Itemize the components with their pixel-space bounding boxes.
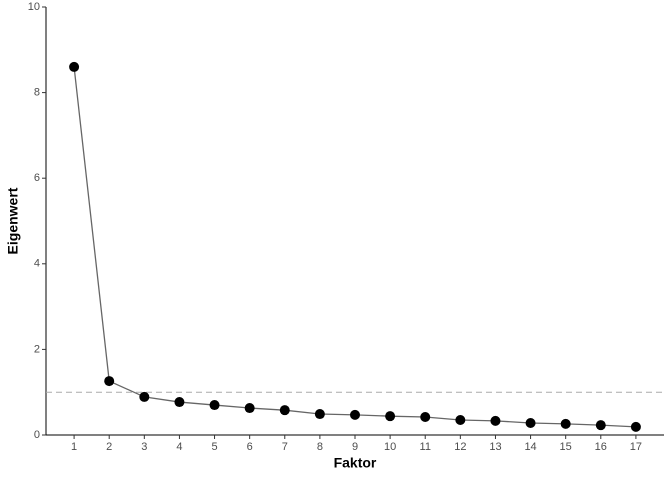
data-point — [279, 405, 290, 416]
data-point — [630, 421, 641, 432]
data-point — [385, 411, 396, 422]
data-point — [104, 376, 115, 387]
y-tick-label: 8 — [34, 87, 40, 99]
x-tick-label: 15 — [560, 441, 572, 453]
data-point — [139, 391, 150, 402]
data-point — [244, 403, 255, 414]
x-tick-label: 16 — [595, 441, 607, 453]
x-tick-label: 1 — [71, 441, 77, 453]
y-tick-label: 4 — [34, 258, 40, 270]
y-tick-label: 6 — [34, 172, 40, 184]
series-line — [73, 66, 636, 428]
data-point — [314, 409, 325, 420]
x-tick-label: 2 — [106, 441, 112, 453]
data-point — [174, 397, 185, 408]
x-tick-label: 4 — [176, 441, 182, 453]
x-tick-label: 8 — [317, 441, 323, 453]
x-tick-label: 3 — [141, 441, 147, 453]
y-tick-label: 10 — [28, 1, 40, 13]
data-point — [490, 415, 501, 426]
x-tick-label: 9 — [352, 441, 358, 453]
x-tick-label: 6 — [247, 441, 253, 453]
x-tick-label: 7 — [282, 441, 288, 453]
data-point — [595, 420, 606, 431]
data-point — [209, 400, 220, 411]
x-tick-label: 13 — [489, 441, 501, 453]
y-axis-title: Eigenwert — [5, 187, 21, 254]
x-tick-label: 12 — [454, 441, 466, 453]
data-point — [420, 412, 431, 423]
data-point — [69, 61, 80, 72]
data-point — [455, 415, 466, 426]
data-point — [560, 418, 571, 429]
data-point — [525, 418, 536, 429]
x-axis-title: Faktor — [334, 455, 377, 471]
x-tick-label: 14 — [524, 441, 536, 453]
x-tick-label: 5 — [211, 441, 217, 453]
x-tick-label: 10 — [384, 441, 396, 453]
y-tick-label: 0 — [34, 429, 40, 441]
y-tick-label: 2 — [34, 343, 40, 355]
data-point — [350, 409, 360, 420]
x-tick-label: 11 — [420, 441, 431, 453]
x-tick-label: 17 — [630, 441, 642, 453]
